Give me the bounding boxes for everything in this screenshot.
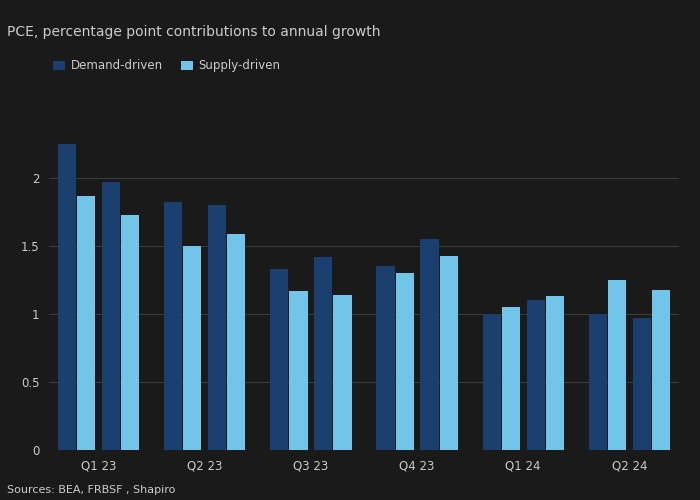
Bar (421, 239, 438, 450)
Bar (228, 234, 246, 450)
Text: Sources: BEA, FRBSF , Shapiro: Sources: BEA, FRBSF , Shapiro (7, 485, 176, 495)
Bar (270, 269, 288, 450)
Legend: Demand-driven, Supply-driven: Demand-driven, Supply-driven (48, 54, 286, 77)
Bar (526, 300, 545, 450)
Bar (589, 314, 607, 450)
Bar (652, 290, 670, 450)
Bar (395, 273, 414, 450)
Bar (208, 205, 226, 450)
Bar (58, 144, 76, 450)
Bar (314, 257, 332, 450)
Bar (482, 314, 500, 450)
Bar (77, 196, 95, 450)
Bar (164, 202, 182, 450)
Bar (502, 307, 520, 450)
Bar (102, 182, 120, 450)
Bar (121, 214, 139, 450)
Bar (333, 295, 351, 450)
Bar (290, 291, 307, 450)
Text: PCE, percentage point contributions to annual growth: PCE, percentage point contributions to a… (7, 25, 381, 39)
Bar (440, 256, 458, 450)
Bar (377, 266, 395, 450)
Bar (608, 280, 626, 450)
Bar (546, 296, 564, 450)
Bar (633, 318, 651, 450)
Bar (183, 246, 202, 450)
